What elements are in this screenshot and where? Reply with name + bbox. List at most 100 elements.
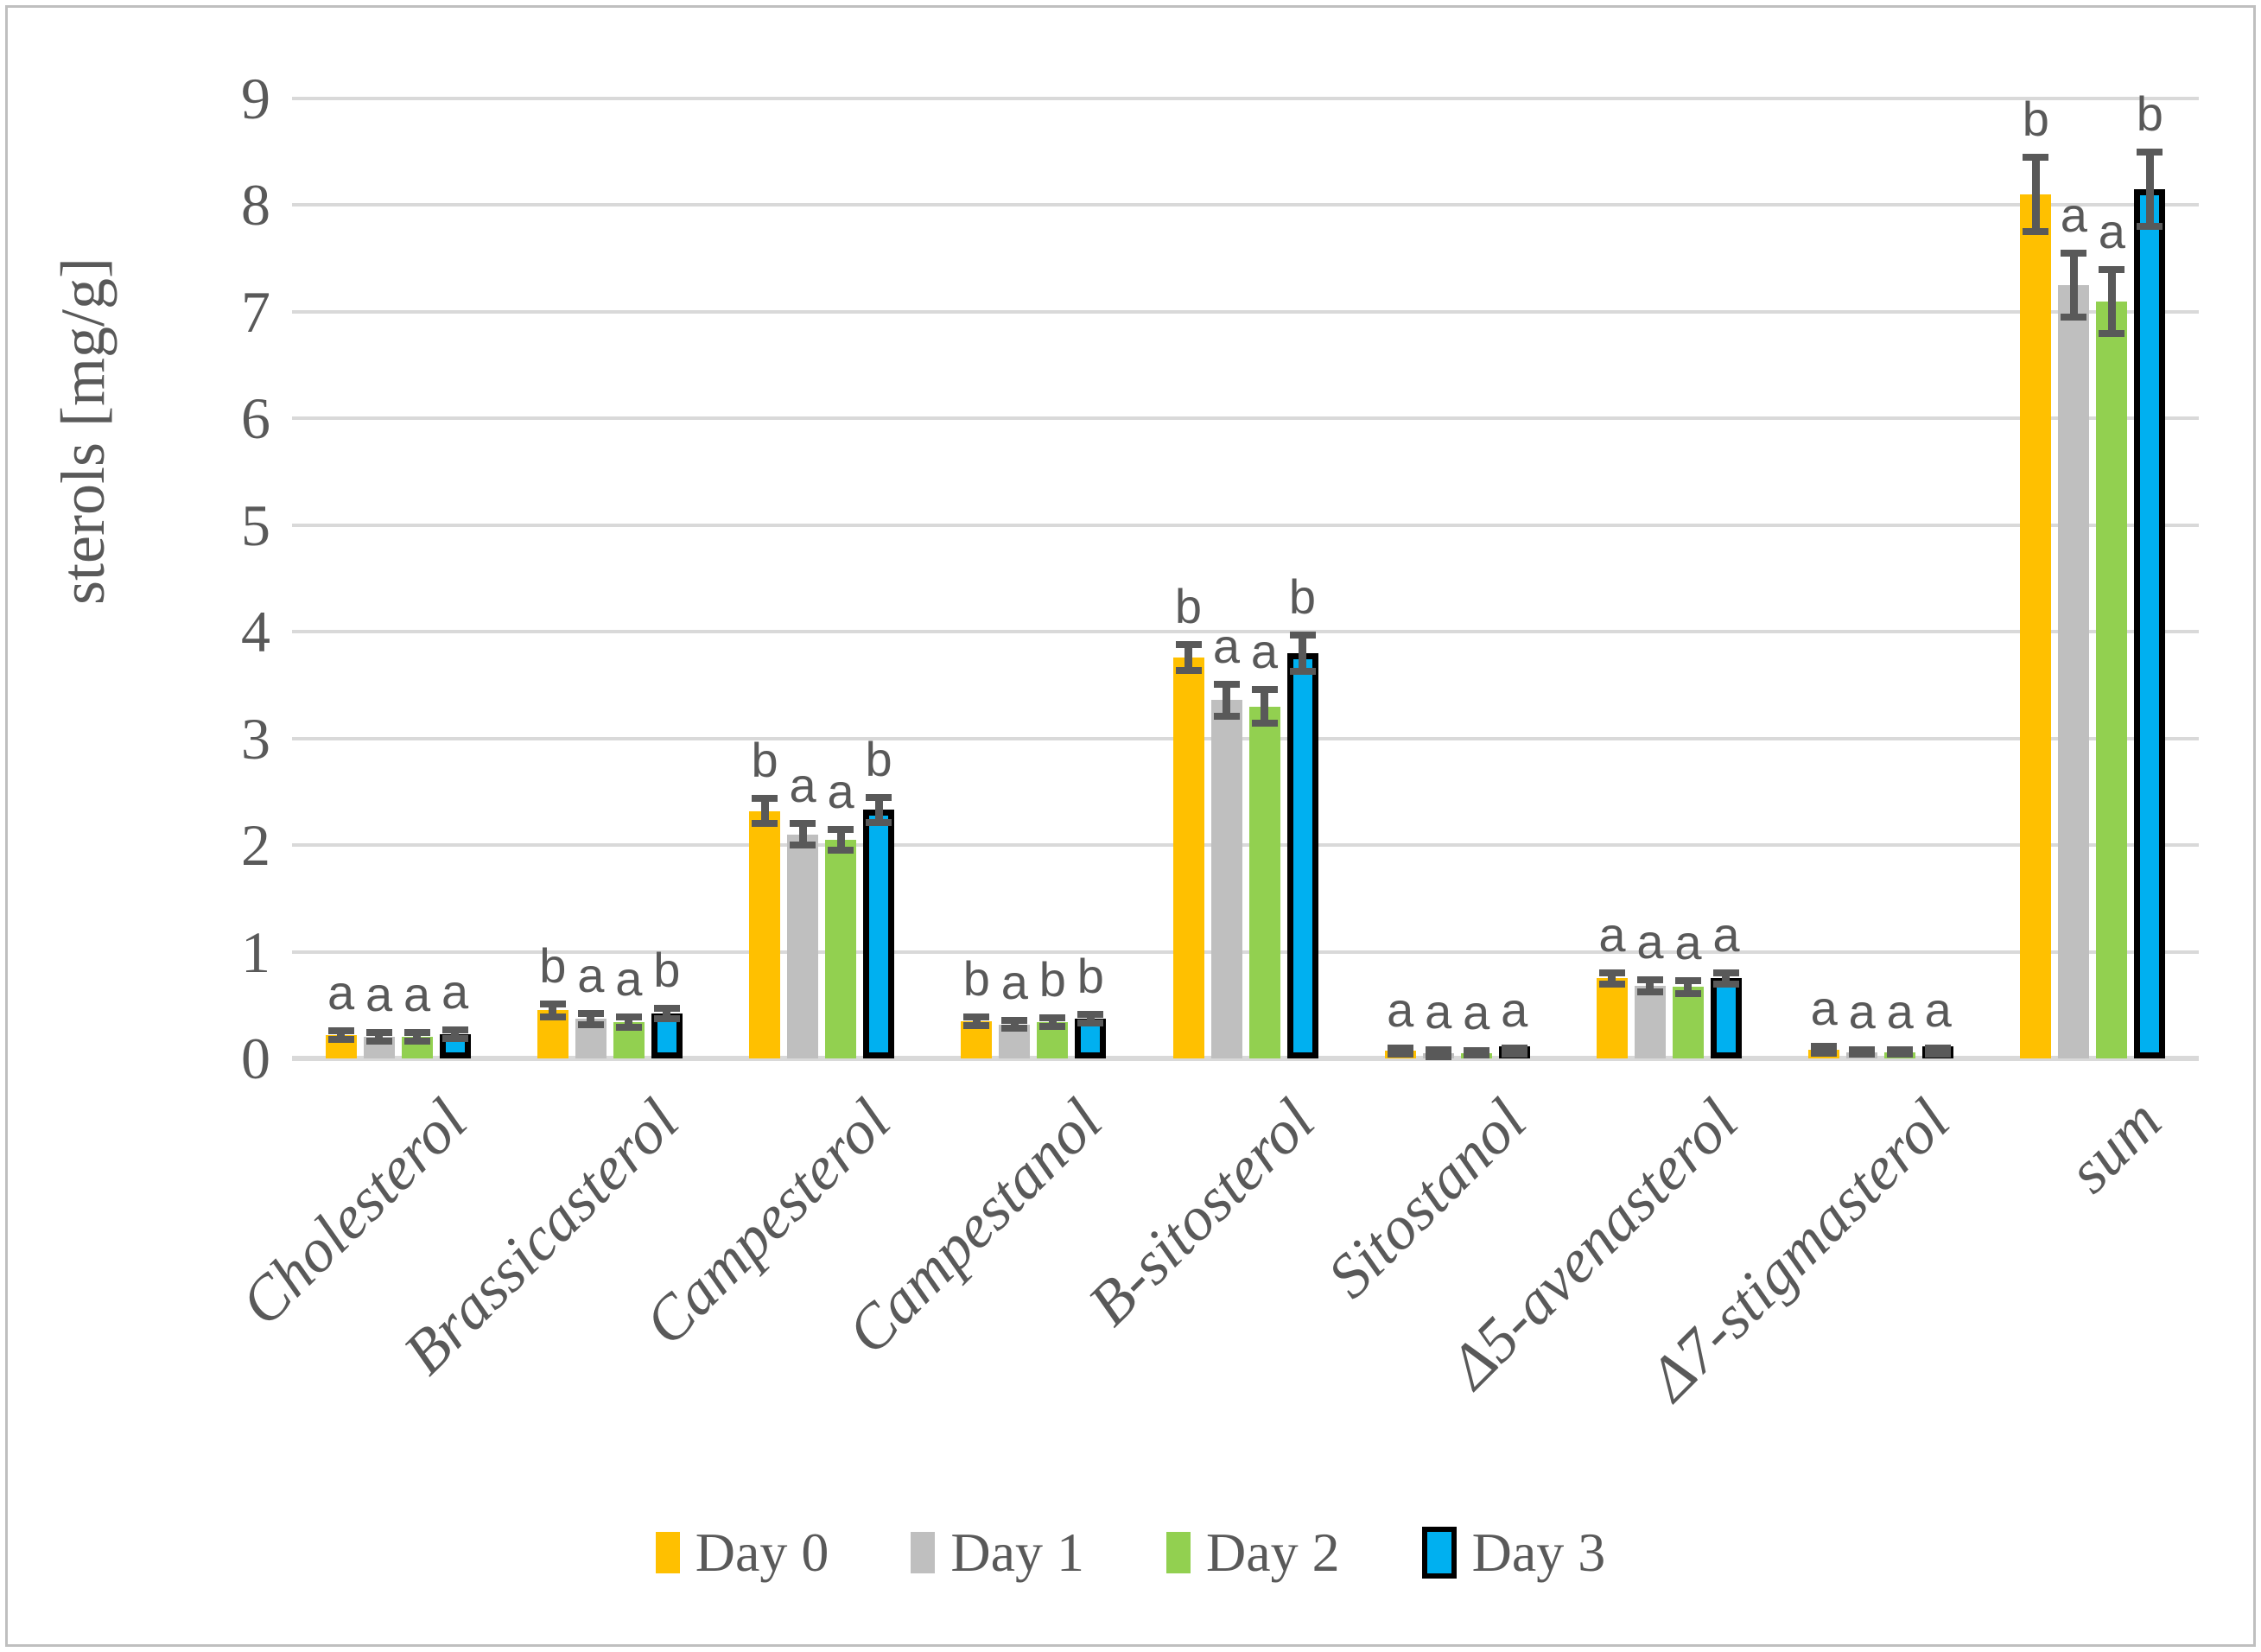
error-bar-cap-bottom <box>828 847 854 855</box>
bar-day0-7 <box>1596 978 1628 1058</box>
error-bar-whisker <box>874 797 883 823</box>
error-bar-cap-top <box>539 1001 566 1008</box>
y-tick-label-6: 6 <box>241 385 270 452</box>
error-bar-cap-bottom <box>1425 1052 1451 1060</box>
error-bar-cap-bottom <box>327 1035 354 1043</box>
significance-letter: a <box>1598 907 1626 963</box>
significance-letter: b <box>1288 569 1317 624</box>
error-bar-cap-bottom <box>1849 1051 1876 1058</box>
significance-letter: a <box>327 964 355 1020</box>
error-bar-cap-bottom <box>2061 314 2087 321</box>
error-bar-cap-top <box>1039 1014 1066 1022</box>
error-bar-cap-bottom <box>1712 980 1739 988</box>
error-bar-cap-top <box>752 794 778 802</box>
significance-letter: a <box>441 963 469 1019</box>
error-bar-cap-bottom <box>1501 1051 1527 1058</box>
error-bar-whisker <box>587 1013 595 1025</box>
error-bar-cap-top <box>2099 265 2125 273</box>
error-bar-whisker <box>625 1016 633 1028</box>
significance-letter: b <box>2136 86 2163 141</box>
error-bar-whisker <box>451 1029 460 1039</box>
legend-label: Day 2 <box>1206 1522 1340 1583</box>
error-bar-cap-bottom <box>403 1038 430 1045</box>
significance-letter: a <box>1924 982 1952 1037</box>
error-bar-cap-top <box>577 1010 604 1018</box>
significance-letter: a <box>1636 913 1664 969</box>
error-bar-cap-top <box>2137 148 2163 156</box>
error-bar-whisker <box>1684 980 1693 994</box>
significance-letter: b <box>962 950 990 1006</box>
significance-letter: b <box>751 732 778 787</box>
error-bar-cap-bottom <box>441 1034 468 1042</box>
bar-day1-7 <box>1634 986 1666 1058</box>
bar-day3-7 <box>1710 978 1742 1058</box>
error-bar-cap-bottom <box>1289 667 1316 675</box>
error-bar-cap-top <box>963 1013 990 1020</box>
error-bar-cap-bottom <box>1387 1051 1413 1058</box>
error-bar-cap-top <box>866 793 892 801</box>
error-bar-cap-top <box>1463 1047 1489 1055</box>
error-bar-cap-top <box>403 1029 430 1037</box>
error-bar-cap-top <box>1849 1046 1876 1054</box>
significance-letter: a <box>615 950 643 1006</box>
error-bar-cap-bottom <box>1001 1025 1028 1032</box>
error-bar-whisker <box>1299 634 1306 671</box>
bar-day3-5 <box>1286 652 1318 1058</box>
significance-letter: a <box>577 948 605 1003</box>
error-bar-cap-top <box>1887 1046 1914 1054</box>
error-bar-cap-top <box>365 1029 392 1037</box>
error-bar-cap-bottom <box>1175 666 1202 674</box>
error-bar-cap-top <box>1213 680 1240 688</box>
legend-swatch-day1 <box>911 1532 936 1573</box>
error-bar-cap-top <box>1077 1011 1104 1019</box>
significance-letter: a <box>1712 907 1740 963</box>
significance-letter: a <box>2060 187 2087 242</box>
error-bar-cap-bottom <box>1463 1052 1489 1059</box>
error-bar-whisker <box>549 1004 557 1017</box>
error-bar-cap-bottom <box>653 1015 680 1023</box>
error-bar-cap-bottom <box>963 1021 990 1029</box>
significance-letter: a <box>1000 954 1028 1009</box>
significance-letter: a <box>1250 623 1279 678</box>
bar-day2-7 <box>1672 987 1704 1058</box>
error-bar-whisker <box>2107 269 2116 334</box>
error-bar-cap-top <box>1674 976 1701 984</box>
error-bar-cap-bottom <box>1811 1049 1838 1057</box>
bar-day2-9 <box>2096 301 2128 1058</box>
legend-label: Day 0 <box>695 1522 829 1583</box>
y-tick-label-0: 0 <box>241 1026 270 1091</box>
gridline-y9 <box>292 97 2199 100</box>
significance-letter: a <box>1463 985 1490 1040</box>
error-bar-whisker <box>1261 689 1268 724</box>
y-tick-label-7: 7 <box>241 278 270 345</box>
error-bar-whisker <box>1722 973 1731 984</box>
error-bar-cap-bottom <box>1039 1022 1066 1030</box>
significance-letter: a <box>1387 982 1414 1037</box>
y-tick-label-8: 8 <box>241 172 270 238</box>
legend-swatch-day2 <box>1166 1532 1191 1573</box>
significance-letter: a <box>1886 984 1914 1039</box>
error-bar-cap-bottom <box>2023 228 2049 236</box>
error-bar-cap-top <box>1289 631 1316 639</box>
legend-label: Day 3 <box>1471 1522 1606 1583</box>
error-bar-cap-top <box>1636 975 1663 983</box>
significance-letter: a <box>1674 914 1702 969</box>
error-bar-cap-bottom <box>539 1013 566 1020</box>
error-bar-cap-top <box>2023 153 2049 161</box>
y-tick-label-2: 2 <box>241 812 270 879</box>
error-bar-whisker <box>760 797 769 824</box>
significance-letter: a <box>827 763 854 818</box>
bar-day1-9 <box>2058 285 2090 1058</box>
bar-day2-3 <box>825 839 857 1058</box>
error-bar-whisker <box>1608 973 1616 984</box>
error-bar-cap-top <box>1811 1043 1838 1051</box>
error-bar-cap-bottom <box>1213 712 1240 720</box>
error-bar-cap-bottom <box>2099 329 2125 337</box>
error-bar-cap-top <box>828 825 854 833</box>
error-bar-cap-bottom <box>365 1038 392 1045</box>
error-bar-whisker <box>798 823 807 846</box>
bar-day0-5 <box>1172 657 1204 1058</box>
figure-border <box>5 5 2256 1647</box>
error-bar-whisker <box>2145 151 2154 227</box>
